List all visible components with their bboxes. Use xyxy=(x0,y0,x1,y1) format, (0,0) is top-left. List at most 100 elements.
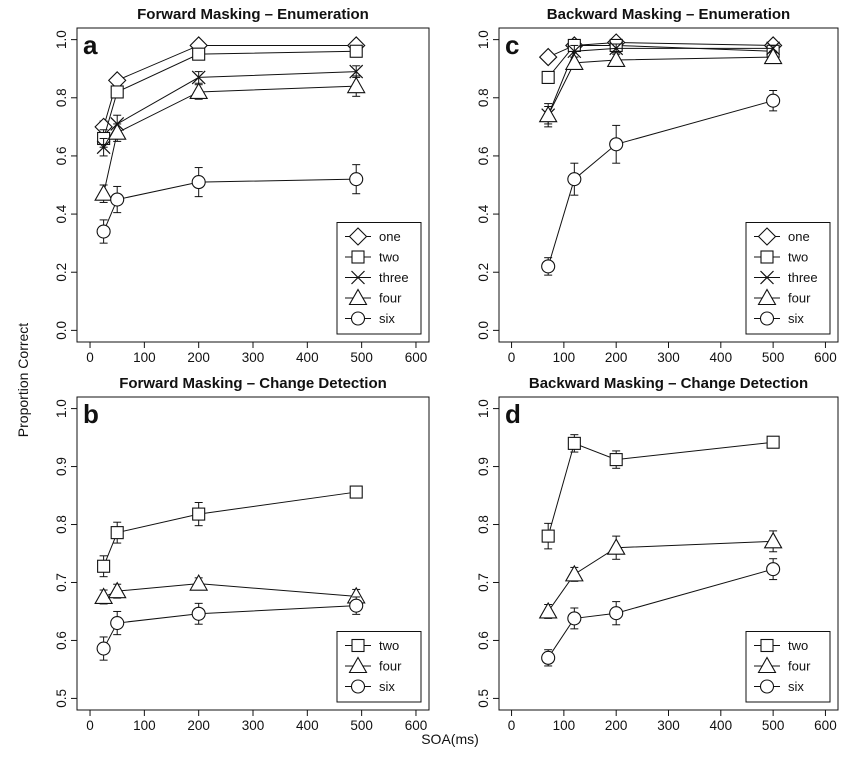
legend: one two three four six xyxy=(745,222,831,335)
legend-box xyxy=(336,631,422,703)
legend-marker-two xyxy=(351,638,365,653)
y-tick-label: 0.5 xyxy=(476,689,491,708)
legend-label: one xyxy=(379,229,401,244)
x-tick-label: 100 xyxy=(133,718,156,733)
x-tick-label: 500 xyxy=(350,350,373,365)
x-tick-label: 0 xyxy=(86,350,94,365)
data-point-four xyxy=(564,53,584,70)
panel-c: Backward Masking – Enumeration c 0 100 200 30… xyxy=(476,6,839,365)
series-four xyxy=(538,530,783,619)
legend-marker-two xyxy=(351,250,365,264)
legend-label: three xyxy=(379,270,409,285)
data-point-two xyxy=(192,47,206,61)
x-tick-label: 100 xyxy=(133,350,156,365)
series-two xyxy=(97,44,363,148)
legend-marker-four xyxy=(348,288,368,306)
y-tick-label: 0.6 xyxy=(476,631,491,650)
panel-letter: c xyxy=(505,30,519,60)
legend: two four six xyxy=(336,631,422,703)
series-line xyxy=(103,583,357,598)
series-line xyxy=(547,100,774,267)
panel-title: Forward Masking – Enumeration xyxy=(137,6,369,23)
x-tick-label: 600 xyxy=(814,350,837,365)
legend: one two three four six xyxy=(336,222,422,335)
x-tick-label: 600 xyxy=(814,718,837,733)
data-point-four xyxy=(94,587,114,605)
legend-label: two xyxy=(379,250,399,265)
y-tick-label: 0.6 xyxy=(476,147,491,166)
y-tick-label: 0.9 xyxy=(54,457,69,476)
series-line xyxy=(547,42,774,58)
y-tick-label: 0.7 xyxy=(54,573,69,592)
series-six xyxy=(541,558,781,667)
data-point-two xyxy=(349,44,363,58)
y-tick-label: 0.5 xyxy=(54,689,69,708)
series-two xyxy=(541,434,780,550)
y-tick-label: 0.0 xyxy=(54,321,69,340)
data-point-four xyxy=(94,184,114,201)
series-six xyxy=(96,596,364,661)
legend-label: four xyxy=(379,659,402,674)
series-line xyxy=(103,85,357,194)
x-tick-label: 600 xyxy=(405,350,428,365)
panel-title: Forward Masking – Change Detection xyxy=(119,375,387,392)
data-point-six xyxy=(609,137,624,152)
legend-box xyxy=(336,222,422,335)
series-six xyxy=(541,90,781,276)
data-point-six xyxy=(766,93,781,108)
data-point-two xyxy=(110,85,124,99)
series-line xyxy=(547,568,774,659)
series-three xyxy=(96,64,364,157)
x-tick-label: 200 xyxy=(605,718,628,733)
series-line xyxy=(103,178,357,232)
x-tick-label: 0 xyxy=(86,718,94,733)
panel-title: Backward Masking – Change Detection xyxy=(529,375,808,392)
panel-letter: a xyxy=(83,30,98,60)
data-point-two xyxy=(110,526,124,540)
legend-marker-one xyxy=(757,227,777,246)
data-point-four xyxy=(107,581,127,599)
data-point-four xyxy=(189,574,209,591)
legend-marker-two xyxy=(760,638,774,653)
data-point-six xyxy=(609,606,624,621)
legend-marker-two xyxy=(760,250,774,264)
series-line xyxy=(547,56,774,116)
data-point-two xyxy=(349,485,363,499)
x-tick-label: 200 xyxy=(187,350,210,365)
y-axis-label: Proportion Correct xyxy=(15,323,31,437)
x-tick-label: 100 xyxy=(553,718,576,733)
data-point-three xyxy=(567,44,582,59)
legend: two four six xyxy=(745,631,831,703)
series-four xyxy=(94,574,366,605)
data-point-three xyxy=(349,64,364,79)
y-tick-label: 0.8 xyxy=(476,88,491,107)
y-tick-label: 0.8 xyxy=(476,515,491,534)
x-tick-label: 300 xyxy=(657,718,680,733)
series-line xyxy=(547,540,774,612)
data-point-four xyxy=(538,105,558,123)
x-tick-label: 400 xyxy=(296,350,319,365)
data-point-four xyxy=(107,123,127,140)
data-point-four xyxy=(763,531,783,549)
x-tick-label: 200 xyxy=(187,718,210,733)
data-point-two xyxy=(97,559,111,573)
x-tick-label: 500 xyxy=(762,350,785,365)
data-point-three xyxy=(609,41,624,56)
data-point-six xyxy=(191,175,206,190)
x-tick-label: 400 xyxy=(296,718,319,733)
data-point-six xyxy=(541,259,556,274)
legend-box xyxy=(745,222,831,335)
legend-label: six xyxy=(788,679,804,694)
x-tick-label: 500 xyxy=(350,718,373,733)
legend-box xyxy=(745,631,831,703)
data-point-six xyxy=(766,562,781,577)
series-four xyxy=(94,75,366,203)
legend-label: two xyxy=(379,638,399,653)
x-tick-label: 600 xyxy=(405,718,428,733)
legend-label: four xyxy=(788,659,811,674)
y-tick-label: 0.2 xyxy=(476,263,491,282)
legend-label: two xyxy=(788,250,808,265)
legend-marker-one xyxy=(348,227,368,246)
series-line xyxy=(103,605,357,649)
